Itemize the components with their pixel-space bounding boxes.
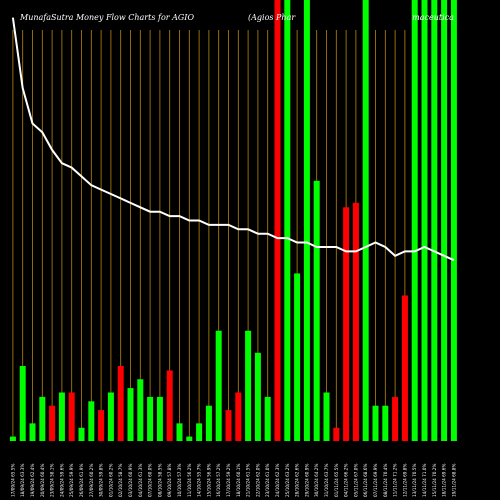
x-tick-label: 04/10/24 61.3% [138,464,143,497]
bar [254,352,261,441]
bar [431,0,438,441]
x-tick-label: 26/09/24 61.9% [79,464,84,497]
tick-labels: 17/09/24 65.5% 18/09/24 63.3% 19/09/24 62.… [10,464,456,497]
bar [166,370,173,441]
bar [421,0,428,441]
x-tick-label: 16/10/24 57.2% [216,464,221,497]
x-tick-label: 11/10/24 56.2% [187,464,192,497]
bar [352,202,359,441]
bar [137,379,144,441]
x-tick-label: 12/11/24 69.8% [402,464,407,497]
bar [88,401,95,441]
x-tick-label: 19/11/24 68.8% [451,464,456,497]
x-tick-label: 14/10/24 55.7% [197,464,202,497]
bar [9,436,16,441]
bar [29,423,36,441]
bar [215,330,222,441]
bar [245,330,252,441]
x-tick-label: 08/11/24 70.4% [383,464,388,497]
x-tick-label: 01/11/24 65.5% [334,464,339,497]
bar [117,366,124,441]
bar [343,207,350,441]
x-tick-label: 24/09/24 59.6% [59,464,64,497]
bar [362,0,369,441]
bar [450,0,457,441]
x-tick-label: 23/10/24 61.0% [265,464,270,497]
bar [107,392,114,441]
x-tick-label: 18/09/24 63.3% [20,464,25,497]
bar [156,396,163,441]
x-tick-label: 23/09/24 58.1% [50,464,55,497]
x-tick-label: 07/11/24 69.9% [373,464,378,497]
x-tick-label: 22/10/24 62.0% [255,464,260,497]
x-tick-label: 14/11/24 71.0% [422,464,427,497]
bar [186,436,193,441]
x-tick-label: 28/10/24 62.6% [295,464,300,497]
x-tick-label: 13/11/24 70.5% [412,464,417,497]
bar [58,392,65,441]
x-tick-label: 17/10/24 59.2% [226,464,231,497]
bar [392,396,399,441]
x-tick-label: 07/10/24 60.0% [148,464,153,497]
chart-title: MunafaSutra Money Flow Charts for AGIO [19,13,194,22]
bar [68,392,75,441]
bar [372,405,379,441]
x-tick-label: 19/09/24 62.4% [30,464,35,497]
x-tick-label: 05/11/24 67.0% [353,464,358,497]
money-flow-line [11,17,455,262]
bar [49,405,56,441]
bar [235,392,242,441]
x-tick-label: 29/10/24 60.9% [304,464,309,497]
x-tick-label: 18/11/24 69.6% [442,464,447,497]
bar [264,396,271,441]
bar [225,410,232,441]
x-tick-label: 30/09/24 59.8% [99,464,104,497]
x-tick-label: 04/11/24 66.2% [344,464,349,497]
bar [411,0,418,441]
x-tick-label: 09/10/24 57.8% [167,464,172,497]
x-tick-label: 25/09/24 59.9% [69,464,74,497]
bar [39,396,46,441]
bar [196,423,203,441]
bar [19,366,26,441]
x-tick-label: 20/09/24 60.4% [40,464,45,497]
bar [303,0,310,441]
x-tick-label: 30/10/24 64.2% [314,464,319,497]
bars [9,0,457,441]
x-tick-label: 11/11/24 71.2% [393,464,398,497]
bar [127,388,134,441]
bar [441,0,448,441]
bar [78,427,85,441]
bar [205,405,212,441]
bar [294,273,301,441]
bar [323,392,330,441]
bar [176,423,183,441]
x-tick-label: 31/10/24 63.7% [324,464,329,497]
x-tick-label: 21/10/24 61.5% [246,464,251,497]
x-tick-label: 15/11/24 70.2% [432,464,437,497]
x-tick-label: 25/10/24 63.2% [285,464,290,497]
bar [313,180,320,441]
x-tick-label: 02/10/24 58.7% [118,464,123,497]
x-tick-label: 08/10/24 58.5% [157,464,162,497]
x-tick-label: 01/10/24 60.2% [108,464,113,497]
chart-subtitle: (Agios Phar maceutica [248,13,454,22]
x-tick-label: 27/09/24 60.2% [89,464,94,497]
bar [284,0,291,441]
x-tick-label: 24/10/24 62.3% [275,464,280,497]
x-tick-label: 18/10/24 60.1% [236,464,241,497]
bar [333,427,340,441]
x-tick-label: 17/09/24 65.5% [10,464,15,497]
bar [401,295,408,441]
x-tick-label: 06/11/24 68.6% [363,464,368,497]
bar [98,410,105,441]
x-tick-label: 15/10/24 56.9% [206,464,211,497]
bar [274,0,281,441]
bar [382,405,389,441]
x-tick-label: 10/10/24 57.3% [177,464,182,497]
x-tick-label: 03/10/24 60.9% [128,464,133,497]
bar [147,396,154,441]
